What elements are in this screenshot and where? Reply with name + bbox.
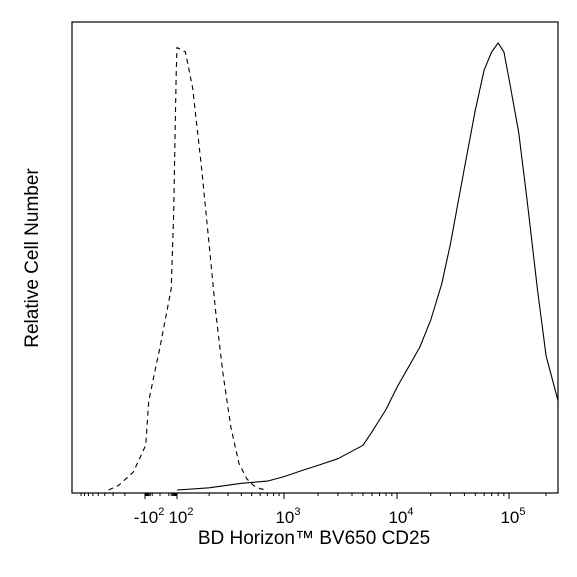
x-tick-label: 103 — [275, 506, 300, 527]
x-tick-label: 104 — [388, 506, 413, 527]
x-tick-labels: -102 102 103 104 105 — [134, 506, 526, 527]
series-line-dashed — [108, 46, 267, 491]
plot-frame — [71, 21, 559, 494]
x-tick-label: 105 — [500, 506, 525, 527]
y-axis-label: Relative Cell Number — [22, 168, 43, 348]
series-line-solid — [176, 42, 559, 491]
x-axis-label: BD Horizon™ BV650 CD25 — [198, 528, 430, 549]
x-tick-label: 102 — [168, 506, 193, 527]
x-tick-marks — [80, 493, 547, 499]
x-tick-label: -102 — [134, 506, 165, 527]
series-group — [108, 42, 559, 491]
